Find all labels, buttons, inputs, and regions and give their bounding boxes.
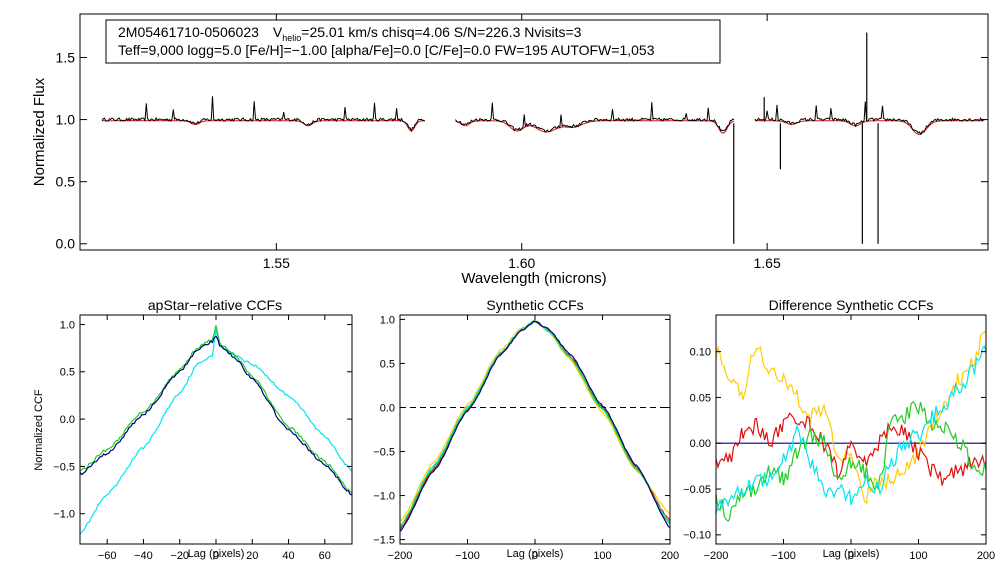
difference-ccf-panel: Difference Synthetic CCFs −200 −100 0 100 20…: [683, 297, 995, 562]
synthetic-ccf-panel: Synthetic CCFs −200 −100 0 100 200 −1.5 −1.0 −0…: [373, 297, 679, 562]
difference-series-red: [715, 412, 987, 486]
x-tick-label: −40: [134, 550, 153, 562]
spectrum-panel: 1.55 1.60 1.65 0.0 0.5 1.0 1.5 Wavelength (mic…: [31, 13, 989, 287]
spectrum-model-line: [455, 120, 735, 134]
x-tick-label: −200: [388, 550, 413, 562]
apstar-ylabel: Normalized CCF: [33, 389, 45, 471]
x-tick-label: 0: [532, 550, 538, 562]
x-tick-label: −60: [98, 550, 117, 562]
x-tick-label: 0: [213, 550, 219, 562]
x-tick-label: 100: [593, 550, 611, 562]
y-tick-label: 1.5: [56, 49, 76, 65]
y-tick-label: 0.10: [690, 346, 711, 358]
x-tick-label: 200: [977, 550, 995, 562]
y-tick-label: −0.5: [53, 461, 75, 473]
y-tick-label: −1.0: [53, 509, 75, 521]
y-tick-label: 0.0: [380, 402, 395, 414]
info-line-1-rest: =25.01 km/s chisq=4.06 S/N=226.3 Nvisits…: [301, 24, 581, 40]
synthetic-xlabel: Lag (pixels): [507, 548, 564, 560]
synthetic-title: Synthetic CCFs: [486, 297, 583, 313]
spectrum-xlabel: Wavelength (microns): [461, 270, 606, 287]
apstar-series-green: [79, 325, 353, 494]
synthetic-series-cyan: [399, 320, 671, 526]
apstar-axes-frame: [79, 314, 353, 545]
synthetic-series-red: [399, 320, 671, 531]
apstar-ccf-panel: apStar−relative CCFs −60 −40 −20 0 20 40 60 −1.…: [33, 297, 353, 562]
spectrum-ticks: 1.55 1.60 1.65 0.0 0.5 1.0 1.5: [56, 14, 988, 271]
y-tick-label: 1.0: [60, 319, 75, 331]
spectrum-plot-area: [101, 32, 985, 244]
info-box: 2M05461710-0506023 Vhelio=25.01 km/s chis…: [105, 19, 721, 64]
apstar-plot-area: [79, 325, 353, 535]
x-tick-label: 40: [282, 550, 294, 562]
spectrum-model-line: [754, 120, 985, 136]
y-tick-label: −0.5: [373, 446, 395, 458]
y-tick-label: 0.0: [60, 414, 75, 426]
difference-title: Difference Synthetic CCFs: [769, 297, 934, 313]
synthetic-ticks: −200 −100 0 100 200 −1.5 −1.0 −0.5 0.0 0.5 1.0: [373, 314, 679, 562]
spectrum-ylabel: Normalized Flux: [31, 77, 48, 186]
apstar-series-cyan: [79, 328, 353, 535]
y-tick-label: −1.0: [373, 490, 395, 502]
spectrum-observed-line: [455, 102, 735, 133]
y-tick-label: 0.05: [690, 392, 711, 404]
x-tick-label: 1.60: [508, 255, 535, 271]
x-tick-label: 200: [661, 550, 679, 562]
x-tick-label: −100: [771, 550, 796, 562]
x-tick-label: 100: [909, 550, 927, 562]
v-symbol: V: [273, 24, 283, 40]
synthetic-series-orange: [399, 320, 671, 522]
x-tick-label: 20: [246, 550, 258, 562]
y-tick-label: 0.00: [690, 438, 711, 450]
v-subscript: helio: [282, 33, 301, 43]
apstar-title: apStar−relative CCFs: [148, 297, 282, 313]
difference-xlabel: Lag (pixels): [823, 548, 880, 560]
apstar-xlabel: Lag (pixels): [188, 548, 245, 560]
y-tick-label: 0.5: [56, 174, 76, 190]
synthetic-plot-area: [399, 319, 671, 532]
x-tick-label: 1.65: [754, 255, 781, 271]
x-tick-label: −20: [170, 550, 189, 562]
y-tick-label: 0.0: [56, 236, 76, 252]
y-tick-label: −1.5: [373, 534, 395, 546]
apstar-ticks: −60 −40 −20 0 20 40 60 −1.0 −0.5 0.0 0.5 1.0: [53, 315, 352, 562]
x-tick-label: 1.55: [263, 255, 290, 271]
spectrum-observed-line: [101, 96, 425, 133]
spectrum-axes-frame: [79, 13, 989, 251]
x-tick-label: −200: [704, 550, 729, 562]
synthetic-series-blue: [399, 320, 671, 532]
x-tick-label: 60: [319, 550, 331, 562]
difference-series-orange: [715, 331, 987, 505]
x-tick-label: −100: [455, 550, 480, 562]
x-tick-label: 0: [848, 550, 854, 562]
synthetic-axes-frame: [399, 314, 671, 545]
info-line-2: Teff=9,000 logg=5.0 [Fe/H]=−1.00 [alpha/…: [118, 42, 655, 58]
apstar-series-blue: [79, 335, 353, 496]
star-id: 2M05461710-0506023: [118, 24, 259, 40]
y-tick-label: 0.5: [380, 358, 395, 370]
spectrum-model-line: [102, 120, 425, 132]
y-tick-label: −0.05: [683, 484, 711, 496]
spectrum-observed-line: [754, 101, 985, 136]
difference-series-cyan: [715, 345, 987, 515]
y-tick-label: 0.5: [60, 367, 75, 379]
info-line-1: 2M05461710-0506023 Vhelio=25.01 km/s chis…: [118, 24, 582, 43]
difference-plot-area: [715, 331, 987, 522]
info-box-frame: [105, 19, 721, 64]
y-tick-label: 1.0: [380, 314, 395, 326]
difference-ticks: −200 −100 0 100 200 −0.10 −0.05 0.00 0.05 0.10: [683, 315, 995, 562]
y-tick-label: 1.0: [56, 111, 76, 127]
synthetic-series-green: [399, 319, 671, 527]
y-tick-label: −0.10: [683, 530, 711, 542]
